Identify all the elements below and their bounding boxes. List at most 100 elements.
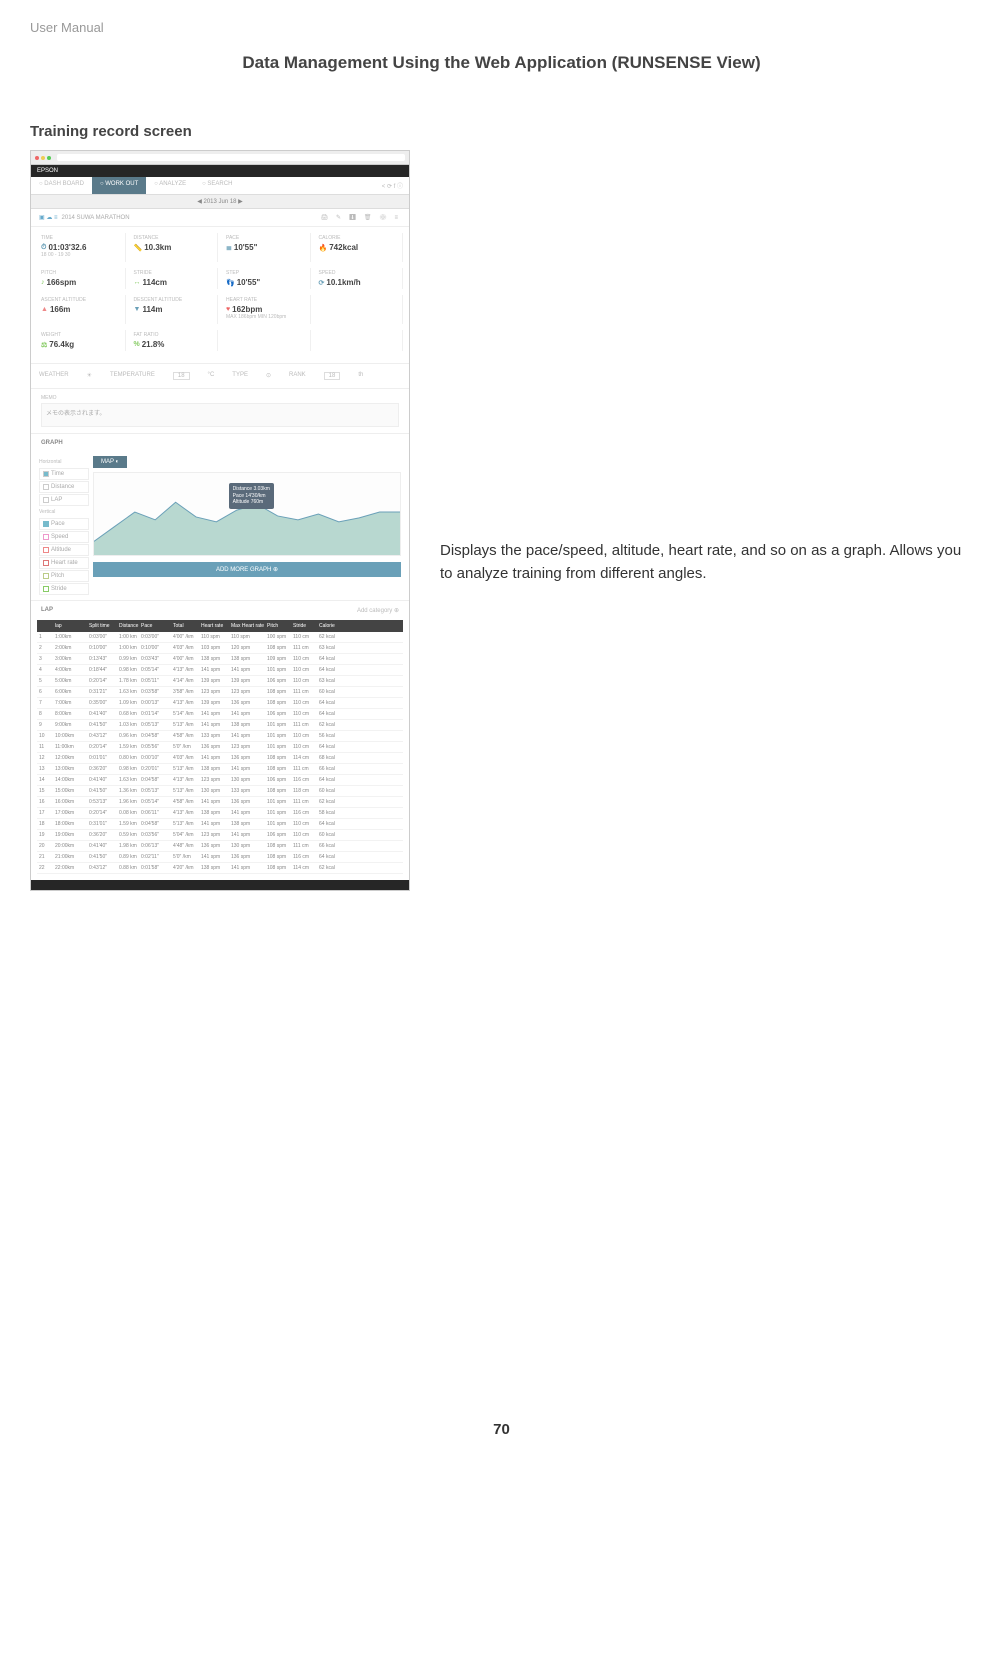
url-bar (57, 154, 405, 161)
chart-area-fill (94, 502, 400, 555)
date-text: 2013 Jun 18 (203, 199, 236, 205)
weather-row: WEATHER☀TEMPERATURE18°CTYPE⊙RANK18th (31, 363, 409, 388)
lap-row: 11:00km0:03'00"1:00 km0:03'00"4'00" /km1… (37, 632, 403, 643)
stat-empty (222, 330, 311, 351)
stat-fat-ratio: FAT RATIO%21.8% (130, 330, 219, 351)
nav-tab-work-out: ○ WORK OUT (92, 177, 146, 194)
stat-icon: 👣 (226, 279, 235, 287)
stat-pitch: PITCH♪166spm (37, 268, 126, 289)
event-title-row: ▣ ☁ ≡ 2014 SUWA MARATHON 🖨 ✎ ⬇ 🗑 ⚙ ≡ (31, 209, 409, 227)
lap-row: 1010:00km0:43'12"0.96 km0:04'58"4'58" /k… (37, 731, 403, 742)
h-item-time: Time (39, 468, 89, 480)
v-item-speed: Speed (39, 531, 89, 543)
v-item-altitude: Altitude (39, 544, 89, 556)
tooltip-l1: Distance 3.03km (233, 486, 270, 493)
lap-row: 99:00km0:41'50"1.03 km0:05'13"5'13" /km1… (37, 720, 403, 731)
stat-icon: 📏 (134, 244, 143, 252)
browser-chrome (31, 151, 409, 165)
stat-icon: ♥ (226, 306, 230, 313)
lap-heading-row: LAP Add category ⊕ (31, 600, 409, 620)
lap-row: 1313:00km0:36'20"0.98 km0:20'01"5'13" /k… (37, 764, 403, 775)
h-item-lap: LAP (39, 494, 89, 506)
lap-row: 1616:00km0:53'13"1.96 km0:05'14"4'58" /k… (37, 797, 403, 808)
lap-row: 1111:00km0:20'14"1.59 km0:05'56"5'0" /km… (37, 742, 403, 753)
lap-row: 88:00km0:41'40"0.68 km0:01'14"5'14" /km1… (37, 709, 403, 720)
stat-icon: ↔ (134, 279, 141, 286)
v-item-stride: Stride (39, 583, 89, 595)
social-icons: < ⟳ f ⓘ (376, 177, 409, 194)
stat-step: STEP👣10'55" (222, 268, 311, 289)
app-screenshot: EPSON ○ DASH BOARD○ WORK OUT○ ANALYZE○ S… (30, 150, 410, 891)
stats-grid: TIME⏱01:03'32.618 00 - 19 30DISTANCE📏10.… (31, 227, 409, 363)
app-footer (31, 880, 409, 890)
content-row: EPSON ○ DASH BOARD○ WORK OUT○ ANALYZE○ S… (30, 150, 973, 891)
graph-main: MAP ◐ Distance 3.03km Pace 14'30/km Alti… (93, 456, 401, 596)
stat-stride: STRIDE↔114cm (130, 268, 219, 289)
stat-weight: WEIGHT⚖76.4kg (37, 330, 126, 351)
stat-ascent-altitude: ASCENT ALTITUDE▲166m (37, 295, 126, 324)
lap-row: 55:00km0:20'14"1.78 km0:05'11"4'14" /km1… (37, 676, 403, 687)
h-item-distance: Distance (39, 481, 89, 493)
lap-row: 33:00km0:13'43"0.99 km0:03'43"4'00" /km1… (37, 654, 403, 665)
nav-tab-dash-board: ○ DASH BOARD (31, 177, 92, 194)
lap-row: 1212:00km0:01'01"0.80 km0:00'10"4'03" /k… (37, 753, 403, 764)
lap-row: 1818:00km0:31'01"1.59 km0:04'58"5'13" /k… (37, 819, 403, 830)
traffic-light-min-icon (41, 156, 45, 160)
section-title: Training record screen (0, 123, 973, 140)
stat-icon: ⚖ (41, 341, 47, 349)
v-item-pace: Pace (39, 518, 89, 530)
stat-time: TIME⏱01:03'32.618 00 - 19 30 (37, 233, 126, 262)
stat-icon: ▼ (134, 306, 141, 313)
stat-descent-altitude: DESCENT ALTITUDE▼114m (130, 295, 219, 324)
stat-distance: DISTANCE📏10.3km (130, 233, 219, 262)
stat-pace: PACE≣10'55" (222, 233, 311, 262)
event-title: 2014 SUWA MARATHON (62, 215, 130, 221)
lap-row: 44:00km0:18'44"0.98 km0:05'14"4'13" /km1… (37, 665, 403, 676)
lap-row: 1515:00km0:41'50"1.36 km0:05'13"5'13" /k… (37, 786, 403, 797)
stat-icon: ≣ (226, 244, 232, 252)
nav-tab-analyze: ○ ANALYZE (146, 177, 194, 194)
chart: Distance 3.03km Pace 14'30/km Altitude 7… (93, 472, 401, 556)
nav-tabs: ○ DASH BOARD○ WORK OUT○ ANALYZE○ SEARCH <… (31, 177, 409, 195)
memo-label: MEMO (41, 395, 399, 401)
header-title: Data Management Using the Web Applicatio… (30, 53, 973, 73)
v-item-pitch: Pitch (39, 570, 89, 582)
add-more-graph: ADD MORE GRAPH ⊕ (93, 562, 401, 577)
stat-empty (315, 330, 404, 351)
stat-heart-rate: HEART RATE♥162bpmMAX 186bpm MIN 120bpm (222, 295, 311, 324)
stat-empty (315, 295, 404, 324)
date-bar: ◀ 2013 Jun 18 ▶ (31, 195, 409, 209)
lap-row: 1414:00km0:41'40"1.63 km0:04'58"4'13" /k… (37, 775, 403, 786)
memo-box: メモの表示されます。 (41, 403, 399, 427)
app-topbar: EPSON (31, 165, 409, 177)
stat-icon: ▲ (41, 306, 48, 313)
cloud-icon: ▣ ☁ ≡ (39, 214, 58, 221)
stat-calorie: CALORIE🔥742kcal (315, 233, 404, 262)
lap-row: 22:00km0:10'00"1:00 km0:10'00"4'03" /km1… (37, 643, 403, 654)
lap-row: 2020:00km0:41'40"1.98 km0:06'13"4'48" /k… (37, 841, 403, 852)
chart-tooltip: Distance 3.03km Pace 14'30/km Altitude 7… (229, 483, 274, 509)
lap-table: lapSplit timeDistancePaceTotalHeart rate… (31, 620, 409, 880)
page-number: 70 (30, 1421, 973, 1438)
nav-tab-search: ○ SEARCH (194, 177, 240, 194)
lap-row: 77:00km0:35'00"1.09 km0:00'13"4'13" /km1… (37, 698, 403, 709)
stat-icon: % (134, 341, 140, 348)
graph-area: HorizontalTimeDistanceLAPVerticalPaceSpe… (31, 452, 409, 600)
toolbar-icons: 🖨 ✎ ⬇ 🗑 ⚙ ≡ (321, 214, 401, 221)
lap-row: 2222:00km0:43'12"0.88 km0:01'58"4'20" /k… (37, 863, 403, 874)
lap-row: 66:00km0:31'21"1.63 km0:03'58"3'58" /km1… (37, 687, 403, 698)
lap-header-row: lapSplit timeDistancePaceTotalHeart rate… (37, 620, 403, 632)
graph-sidebar: HorizontalTimeDistanceLAPVerticalPaceSpe… (39, 456, 89, 596)
graph-heading: GRAPH (31, 433, 409, 452)
memo-section: MEMO メモの表示されます。 (31, 388, 409, 433)
stat-icon: ⏱ (41, 244, 46, 252)
stat-icon: 🔥 (319, 244, 328, 252)
manual-page: User Manual Data Management Using the We… (0, 0, 1003, 1458)
description-text: Displays the pace/speed, altitude, heart… (440, 150, 973, 585)
stat-icon: ⟳ (319, 279, 325, 287)
stat-icon: ♪ (41, 279, 45, 286)
brand: EPSON (37, 168, 58, 174)
header-top: User Manual (30, 20, 973, 35)
lap-heading: LAP (41, 607, 53, 614)
traffic-light-max-icon (47, 156, 51, 160)
